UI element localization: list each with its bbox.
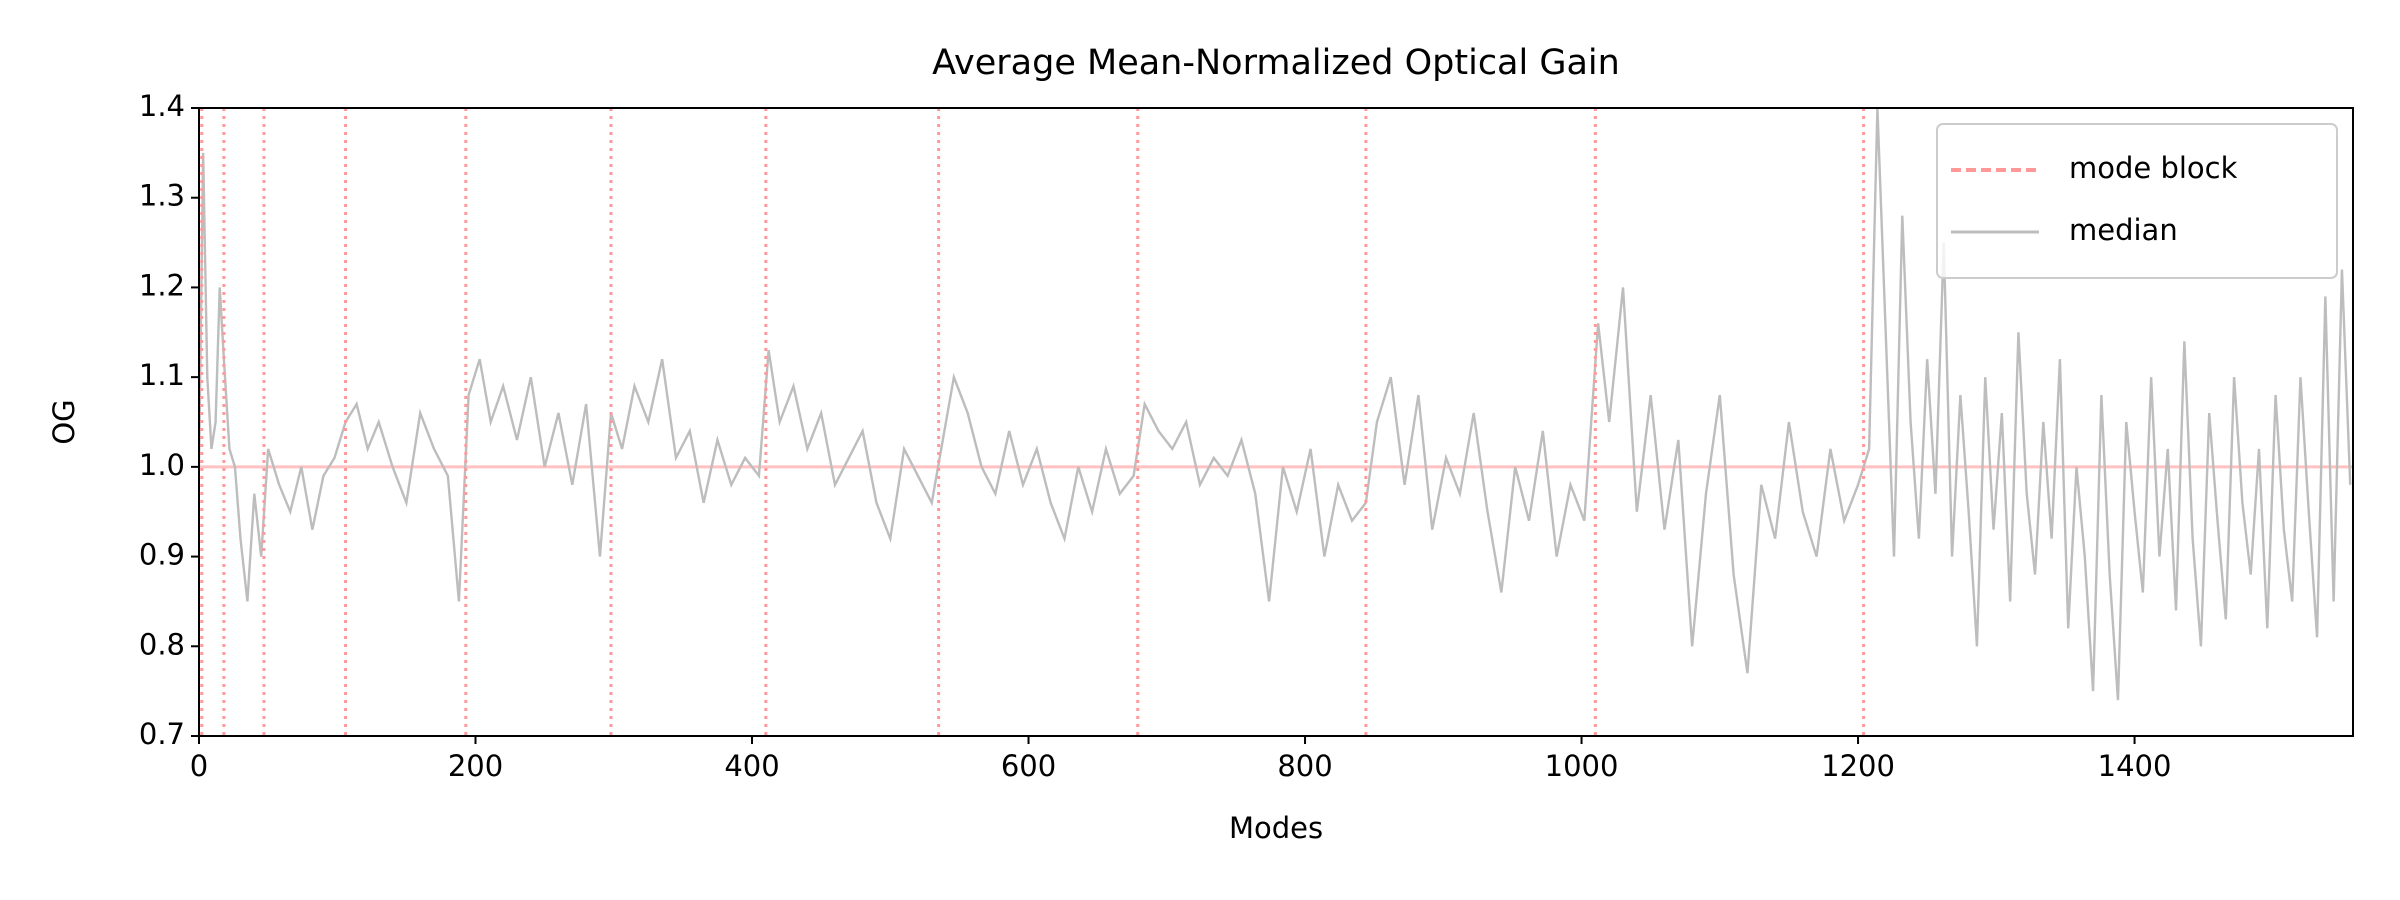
legend-box [1936,123,2338,279]
y-tick-label: 1.4 [139,89,185,123]
x-tick-label: 1400 [2098,749,2172,783]
y-tick-label: 0.9 [139,538,185,572]
x-tick-label: 600 [1001,749,1056,783]
x-axis-label: Modes [1229,811,1323,845]
y-tick-label: 0.7 [139,717,185,751]
legend-label: mode block [2069,151,2238,185]
y-tick-label: 1.1 [139,358,185,392]
chart-title: Average Mean-Normalized Optical Gain [932,43,1620,83]
y-axis-label: OG [47,399,81,444]
y-tick-label: 1.0 [139,448,185,482]
y-tick-label: 0.8 [139,627,185,661]
y-tick-label: 1.2 [139,268,185,302]
legend-label: median [2069,213,2178,247]
axes-frame [198,107,2354,737]
y-tick-label: 1.3 [139,179,185,213]
x-tick-label: 800 [1277,749,1332,783]
plot-area [199,107,2353,736]
median-line [199,107,2352,701]
x-tick-label: 0 [190,749,208,783]
x-tick-label: 400 [724,749,779,783]
x-tick-label: 1200 [1821,749,1895,783]
x-tick-label: 1000 [1545,749,1619,783]
x-tick-label: 200 [448,749,503,783]
